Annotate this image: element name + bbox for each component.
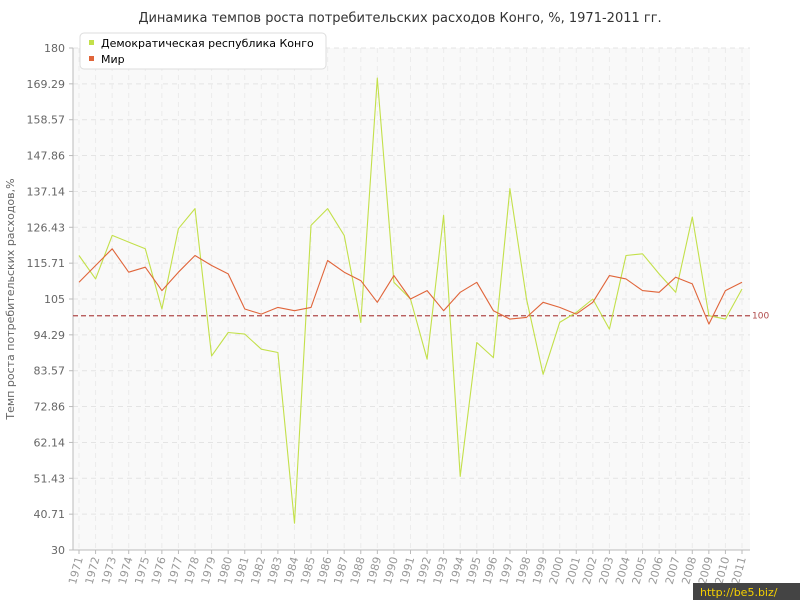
legend-swatch-world <box>89 56 94 61</box>
series-line-world[interactable] <box>78 248 743 325</box>
y-tick-label: 158.57 <box>27 114 66 127</box>
y-tick-label: 62.14 <box>34 436 66 449</box>
chart-title: Динамика темпов роста потребительских ра… <box>138 11 661 26</box>
y-tick-label: 169.29 <box>27 78 66 91</box>
y-tick-label: 72.86 <box>34 401 66 414</box>
grid <box>73 47 750 550</box>
reference-line-label: 100 <box>752 312 769 322</box>
reference-line-group: 100 <box>73 312 769 322</box>
y-tick-label: 94.29 <box>34 329 66 342</box>
x-axis-ticks: 1971197219731974197519761977197819791980… <box>66 550 749 586</box>
y-tick-label: 126.43 <box>27 221 66 234</box>
y-tick-label: 115.71 <box>27 257 66 270</box>
y-tick-label: 40.71 <box>34 508 66 521</box>
legend-label-congo[interactable]: Демократическая республика Конго <box>101 37 314 50</box>
y-tick-label: 137.14 <box>27 185 66 198</box>
watermark[interactable]: http://be5.biz/ <box>693 583 800 600</box>
series-group <box>78 77 743 524</box>
y-tick-label: 51.43 <box>34 472 66 485</box>
y-axis-ticks: 30 40.71 51.43 62.14 72.86 83.57 94.29 105 115.7… <box>27 42 73 557</box>
y-tick-label: 105 <box>44 293 65 306</box>
watermark-link[interactable]: http://be5.biz/ <box>700 586 778 599</box>
watermark-bg <box>693 583 800 600</box>
legend[interactable]: Демократическая республика Конго Мир <box>79 32 327 70</box>
y-tick-label: 147.86 <box>27 150 66 163</box>
x-tick-label: 2011 <box>729 555 749 585</box>
y-tick-label: 180 <box>44 42 65 55</box>
y-axis-label: Темп роста потребительских расходов,% <box>4 178 17 420</box>
y-tick-label: 83.57 <box>34 365 66 378</box>
legend-box <box>79 32 327 70</box>
legend-label-world[interactable]: Мир <box>101 53 125 66</box>
legend-swatch-congo <box>89 40 94 45</box>
y-tick-label: 30 <box>51 544 65 557</box>
